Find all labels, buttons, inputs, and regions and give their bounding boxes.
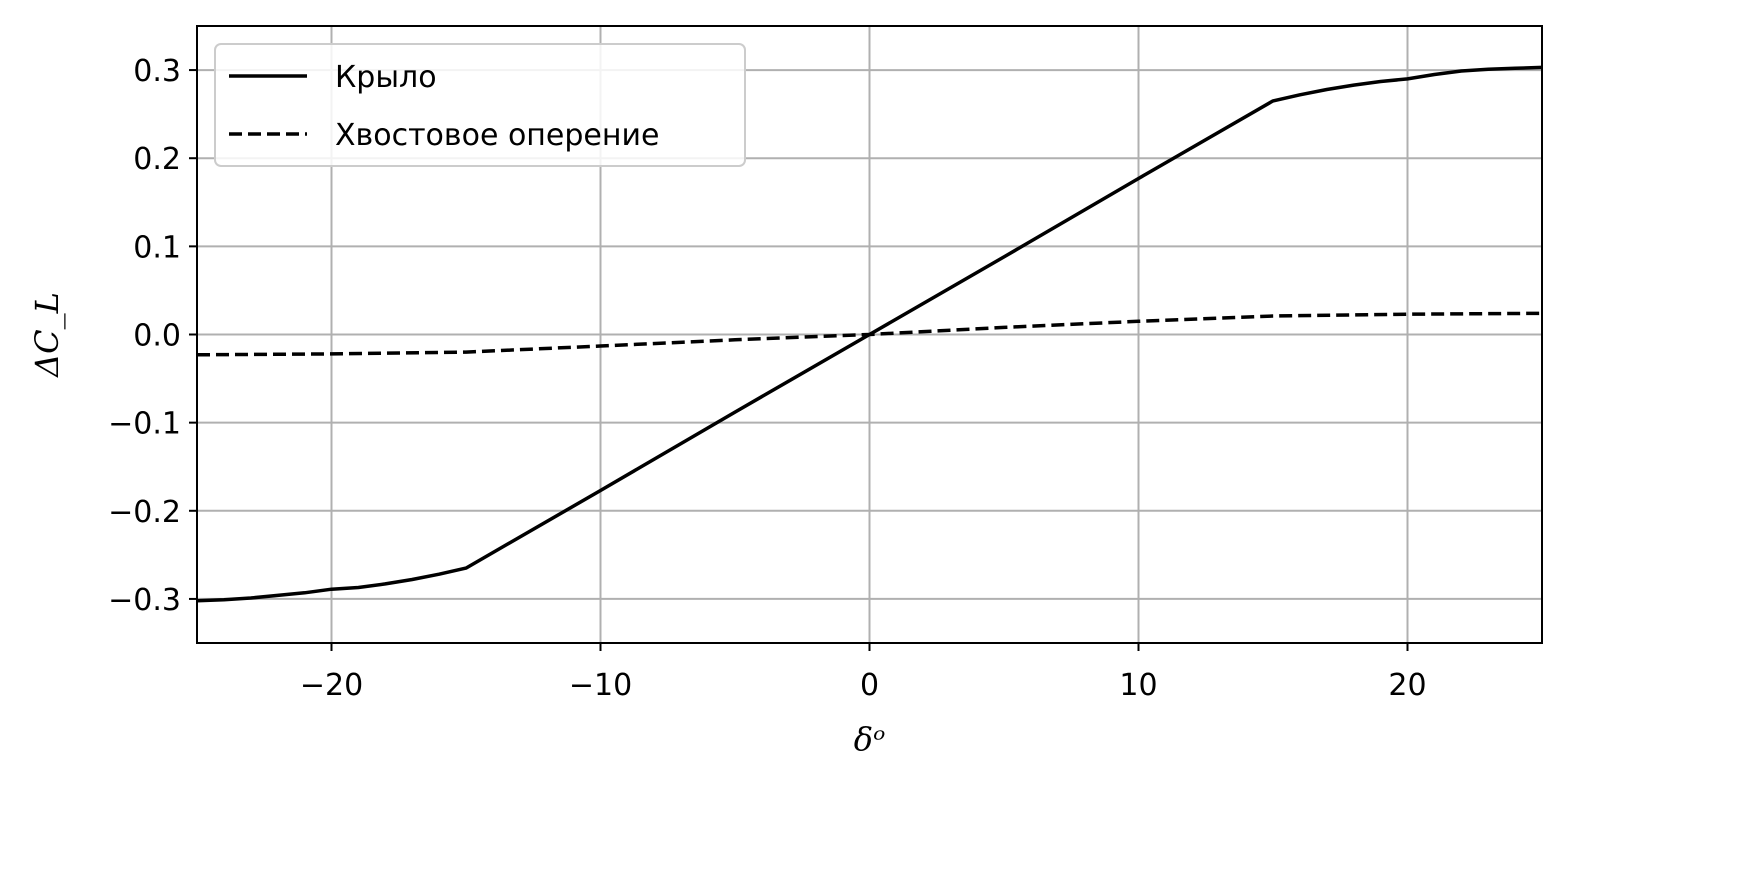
y-tick-label: 0.3 xyxy=(133,54,181,89)
y-tick-label: −0.3 xyxy=(108,583,181,618)
x-tick-label: 0 xyxy=(860,668,879,703)
series-layer xyxy=(196,65,1543,603)
x-tick-label: 20 xyxy=(1388,668,1426,703)
y-tick-label: 0.2 xyxy=(133,142,181,177)
y-tick-label: −0.1 xyxy=(108,407,181,442)
y-tick-label: 0.0 xyxy=(133,319,181,354)
x-tick-label: −10 xyxy=(569,668,632,703)
x-tick-label: −20 xyxy=(300,668,363,703)
y-tick-label: −0.2 xyxy=(108,495,181,530)
legend-label: Крыло xyxy=(335,60,437,95)
ticks: −20 −10 0 10 20 −0.3 −0.2 −0.1 0.0 0.1 0.2 0.3 xyxy=(108,54,1426,703)
y-tick-label: 0.1 xyxy=(133,230,181,265)
y-axis-label: ΔC_L xyxy=(28,292,66,379)
x-tick-label: 10 xyxy=(1119,668,1157,703)
legend: Крыло Хвостовое оперение xyxy=(214,43,746,167)
legend-box xyxy=(214,43,746,167)
series-line-1 xyxy=(196,311,1543,357)
x-axis-label: δᵒ xyxy=(854,720,886,758)
legend-label: Хвостовое оперение xyxy=(335,118,659,153)
